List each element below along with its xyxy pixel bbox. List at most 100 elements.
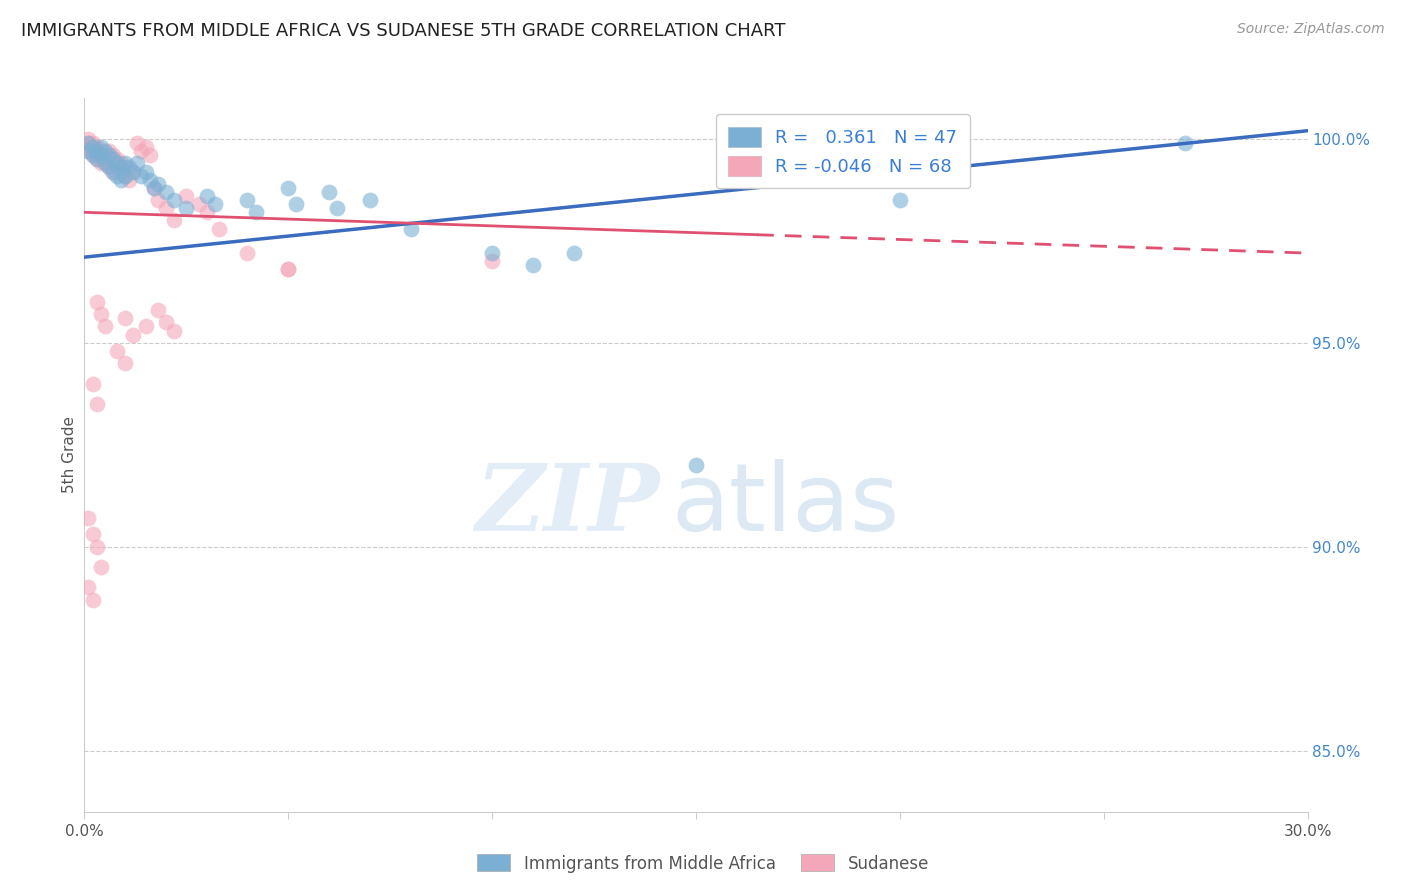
Point — [105, 156, 128, 170]
Point — [163, 213, 186, 227]
Point — [685, 458, 707, 472]
Point — [86, 144, 108, 158]
Text: Source: ZipAtlas.com: Source: ZipAtlas.com — [1237, 22, 1385, 37]
Point — [204, 197, 226, 211]
Point — [105, 343, 128, 358]
Point — [97, 153, 120, 167]
Point — [86, 295, 108, 310]
Point — [86, 140, 108, 154]
Point — [77, 132, 100, 146]
Point — [105, 153, 128, 167]
Point — [93, 156, 117, 170]
Point — [77, 511, 100, 525]
Point — [110, 164, 132, 178]
Point — [97, 161, 120, 175]
Point — [122, 164, 145, 178]
Point — [90, 156, 112, 170]
Point — [101, 156, 124, 170]
Point — [101, 153, 124, 167]
Point — [82, 592, 104, 607]
Point — [77, 140, 100, 154]
Point — [122, 164, 145, 178]
Point — [118, 161, 141, 175]
Point — [277, 262, 299, 277]
Point — [146, 193, 169, 207]
Point — [105, 169, 128, 183]
Point — [146, 177, 169, 191]
Point — [245, 205, 267, 219]
Point — [163, 193, 186, 207]
Point — [114, 156, 136, 170]
Point — [82, 376, 104, 391]
Point — [138, 148, 160, 162]
Point — [522, 258, 544, 272]
Point — [889, 193, 911, 207]
Point — [97, 148, 120, 162]
Point — [93, 144, 117, 158]
Point — [135, 140, 157, 154]
Point — [208, 221, 231, 235]
Point — [93, 156, 117, 170]
Point — [101, 164, 124, 178]
Point — [101, 164, 124, 178]
Point — [82, 140, 104, 154]
Point — [122, 327, 145, 342]
Point — [155, 201, 177, 215]
Text: ZIP: ZIP — [475, 460, 659, 549]
Point — [277, 181, 299, 195]
Point — [86, 144, 108, 158]
Point — [114, 169, 136, 183]
Point — [131, 169, 153, 183]
Point — [77, 136, 100, 150]
Point — [118, 172, 141, 186]
Point — [127, 136, 149, 150]
Point — [155, 315, 177, 329]
Point — [82, 148, 104, 162]
Point — [131, 144, 153, 158]
Point — [101, 148, 124, 162]
Point — [163, 324, 186, 338]
Point — [277, 262, 299, 277]
Point — [90, 148, 112, 162]
Point — [399, 221, 422, 235]
Point — [481, 246, 503, 260]
Point — [77, 144, 100, 158]
Point — [82, 527, 104, 541]
Point — [114, 356, 136, 370]
Point — [93, 153, 117, 167]
Point — [142, 181, 165, 195]
Point — [195, 205, 218, 219]
Legend: Immigrants from Middle Africa, Sudanese: Immigrants from Middle Africa, Sudanese — [471, 847, 935, 880]
Point — [77, 144, 100, 158]
Point — [110, 156, 132, 170]
Point — [110, 161, 132, 175]
Point — [93, 319, 117, 334]
Point — [187, 197, 209, 211]
Point — [86, 397, 108, 411]
Point — [114, 311, 136, 326]
Point — [90, 140, 112, 154]
Point — [562, 246, 585, 260]
Point — [1174, 136, 1197, 150]
Point — [86, 540, 108, 554]
Point — [114, 169, 136, 183]
Point — [359, 193, 381, 207]
Point — [97, 144, 120, 158]
Point — [97, 161, 120, 175]
Point — [176, 189, 198, 203]
Point — [146, 303, 169, 318]
Point — [90, 307, 112, 321]
Point — [318, 185, 340, 199]
Point — [155, 185, 177, 199]
Point — [110, 172, 132, 186]
Point — [481, 254, 503, 268]
Point — [90, 144, 112, 158]
Point — [82, 144, 104, 158]
Point — [142, 181, 165, 195]
Point — [90, 560, 112, 574]
Point — [77, 136, 100, 150]
Text: atlas: atlas — [672, 458, 900, 551]
Point — [135, 319, 157, 334]
Point — [86, 153, 108, 167]
Point — [93, 148, 117, 162]
